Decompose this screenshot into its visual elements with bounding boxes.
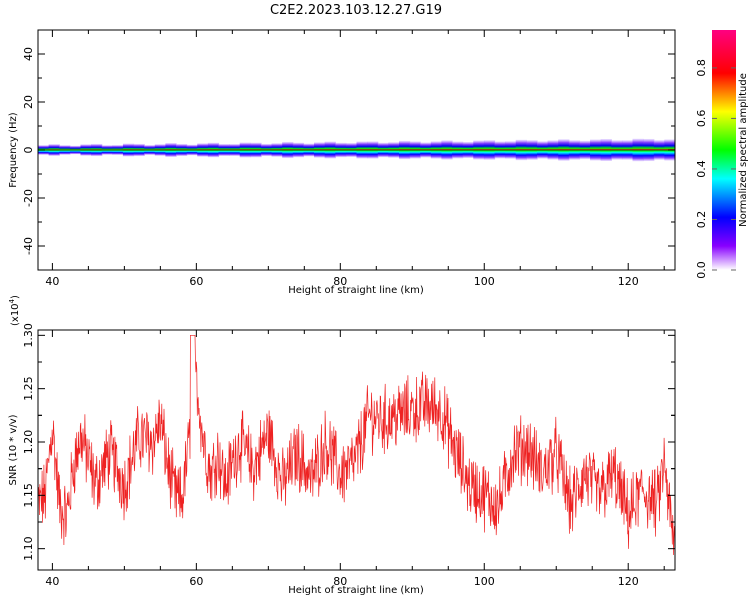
spectrogram-frame bbox=[37, 29, 676, 271]
spectrogram-panel: 40 60 80 100 120 -40 -20 0 20 40 Height of straig… bbox=[8, 29, 676, 296]
snr-x-axis-label: Height of straight line (km) bbox=[288, 585, 424, 596]
spectrogram-band bbox=[38, 138, 675, 162]
spectrogram-x-tick-label: 40 bbox=[45, 275, 59, 288]
snr-x-tick-label: 40 bbox=[45, 575, 59, 588]
colorbar-tick-label: 0.6 bbox=[695, 110, 708, 128]
snr-x-tick-label: 100 bbox=[474, 575, 495, 588]
colorbar: 0.0 0.2 0.4 0.6 0.8 Normalized spectral ampl… bbox=[695, 30, 749, 279]
snr-panel: 40 60 80 100 120 1.10 1.15 1.20 1.25 1.30 Height … bbox=[8, 295, 676, 596]
snr-x-tick-label: 120 bbox=[618, 575, 639, 588]
colorbar-tick-label: 0.0 bbox=[695, 261, 708, 279]
snr-y-tick-label: 1.15 bbox=[22, 483, 35, 508]
colorbar-tick-label: 0.2 bbox=[695, 211, 708, 229]
spectrogram-y-tick-label: 40 bbox=[22, 47, 35, 61]
snr-series-line bbox=[38, 334, 675, 556]
snr-y-tick-label: 1.25 bbox=[22, 376, 35, 401]
snr-frame bbox=[37, 329, 676, 571]
chart-title: C2E2.2023.103.12.27.G19 bbox=[270, 3, 442, 18]
spectrogram-x-tick-label: 80 bbox=[333, 275, 347, 288]
colorbar-tick-label: 0.8 bbox=[695, 59, 708, 77]
spectrogram-x-axis-label: Height of straight line (km) bbox=[288, 285, 424, 296]
spectrogram-ticks: 40 60 80 100 120 -40 -20 0 20 40 bbox=[22, 30, 675, 288]
spectrogram-y-tick-label: 20 bbox=[22, 95, 35, 109]
colorbar-label: Normalized spectral amplitude bbox=[738, 73, 749, 227]
spectrogram-y-tick-label: -40 bbox=[22, 237, 35, 255]
snr-y-axis-label: SNR (10 * v/v) bbox=[8, 414, 19, 485]
snr-scale-label: (x104) bbox=[8, 295, 21, 326]
spectrogram-y-tick-label: -20 bbox=[22, 189, 35, 207]
snr-y-tick-label: 1.10 bbox=[22, 536, 35, 561]
spectrogram-y-axis-label: Frequency (Hz) bbox=[8, 112, 19, 188]
colorbar-gradient bbox=[712, 30, 736, 270]
snr-y-tick-label: 1.30 bbox=[22, 323, 35, 348]
snr-x-tick-label: 60 bbox=[189, 575, 203, 588]
snr-ticks: 40 60 80 100 120 1.10 1.15 1.20 1.25 1.30 bbox=[22, 323, 675, 588]
snr-y-tick-label: 1.20 bbox=[22, 430, 35, 455]
spectrogram-x-tick-label: 100 bbox=[474, 275, 495, 288]
spectrogram-x-tick-label: 60 bbox=[189, 275, 203, 288]
spectrogram-y-tick-label: 0 bbox=[22, 147, 35, 154]
colorbar-tick-label: 0.4 bbox=[695, 160, 708, 178]
spectrogram-x-tick-label: 120 bbox=[618, 275, 639, 288]
colorbar-ticks: 0.0 0.2 0.4 0.6 0.8 bbox=[695, 59, 736, 279]
snr-x-tick-label: 80 bbox=[333, 575, 347, 588]
